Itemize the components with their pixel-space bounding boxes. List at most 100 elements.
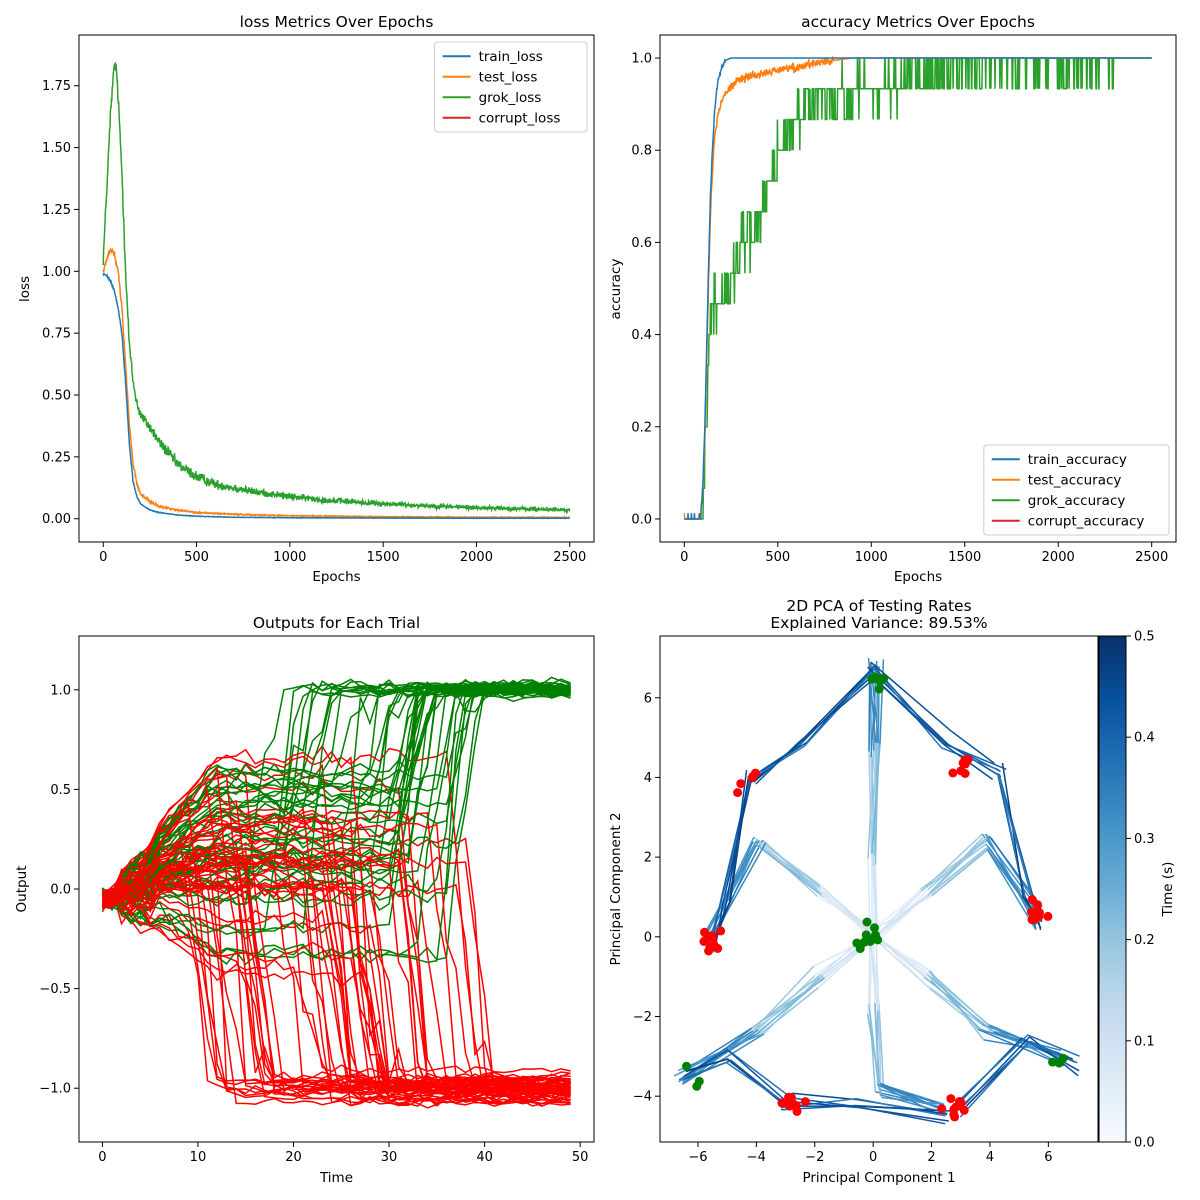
- outputs-x-tick-label: 20: [285, 1150, 302, 1165]
- pca-marker: [958, 758, 968, 768]
- loss-legend-entry: grok_loss: [479, 90, 542, 106]
- pca-trajectory-arc: [678, 1061, 786, 1104]
- pca-trajectory-segment: [867, 858, 871, 931]
- colorbar: [1098, 635, 1127, 1143]
- loss-legend-entry: test_loss: [479, 69, 538, 85]
- pca-marker: [950, 1112, 960, 1122]
- trial-line-red: [102, 879, 571, 1090]
- pca-trajectory-segment: [879, 659, 885, 745]
- pca-trajectory-segment: [871, 744, 881, 854]
- pca-chart-title: 2D PCA of Testing Rates: [786, 597, 971, 615]
- pca-marker: [959, 1105, 969, 1115]
- pca-marker: [692, 1081, 702, 1091]
- pca-x-tick-label: 0: [869, 1150, 877, 1165]
- pca-trajectory-segment: [878, 1004, 885, 1087]
- loss-y-tick-label: 0.75: [42, 327, 71, 342]
- pca-trajectory-arc: [755, 677, 875, 785]
- trial-line-red: [102, 803, 571, 1101]
- pca-trajectory-segment: [820, 893, 871, 936]
- accuracy-x-tick-label: 2500: [1135, 550, 1168, 565]
- accuracy-y-tick-label: 0.8: [631, 144, 652, 159]
- trial-line-red: [102, 850, 571, 1087]
- loss-y-tick-label: 1.75: [42, 79, 71, 94]
- pca-trajectory-segment: [878, 1012, 882, 1086]
- loss-chart-panel: loss Metrics Over Epochs 0 500 1000 1500 200…: [17, 13, 595, 585]
- loss-x-tick-label: 2500: [553, 550, 586, 565]
- pca-trajectory-segment: [923, 976, 995, 1033]
- pca-chart-panel: 2D PCA of Testing Rates Explained Varian…: [608, 597, 1176, 1186]
- colorbar-tick-label: 0.0: [1134, 1136, 1155, 1151]
- pca-trajectory-arc: [683, 1059, 783, 1103]
- pca-y-tick-label: −2: [633, 1010, 652, 1025]
- pca-marker: [1031, 913, 1041, 923]
- pca-trajectory-arc: [713, 776, 750, 939]
- pca-y-tick-label: 2: [644, 851, 652, 866]
- loss-chart-title: loss Metrics Over Epochs: [240, 13, 434, 31]
- pca-trajectory-segment: [825, 891, 872, 935]
- pca-trajectory-arc: [956, 1034, 1080, 1103]
- outputs-x-tick-label: 30: [381, 1150, 398, 1165]
- pca-y-tick-label: 0: [644, 930, 652, 945]
- accuracy-y-tick-label: 0.4: [631, 328, 652, 343]
- outputs-x-axis-label: Time: [319, 1170, 353, 1186]
- trial-line-red: [101, 895, 571, 1105]
- pca-trajectory-arc: [871, 665, 1000, 771]
- accuracy-y-tick-label: 0.6: [631, 236, 652, 251]
- accuracy-legend-entry: test_accuracy: [1028, 472, 1122, 488]
- outputs-x-tick-label: 50: [572, 1150, 589, 1165]
- pca-marker: [716, 926, 726, 936]
- outputs-y-tick-label: −0.5: [39, 982, 71, 997]
- colorbar-tick-label: 0.4: [1134, 731, 1155, 746]
- outputs-x-tick-label: 10: [190, 1150, 207, 1165]
- pca-marker: [1027, 895, 1037, 905]
- trial-line-red: [102, 858, 571, 1099]
- pca-marker: [1058, 1053, 1068, 1063]
- accuracy-legend-entry: corrupt_accuracy: [1028, 513, 1145, 529]
- accuracy-chart-title: accuracy Metrics Over Epochs: [801, 13, 1035, 31]
- loss-x-tick-label: 2000: [460, 550, 493, 565]
- pca-trajectory-segment: [758, 987, 819, 1036]
- loss-y-tick-label: 0.50: [42, 389, 71, 404]
- accuracy-legend-entry: grok_accuracy: [1028, 493, 1126, 509]
- loss-legend-box: [434, 41, 588, 133]
- pca-marker: [786, 1093, 796, 1103]
- trial-line-green: [101, 682, 571, 935]
- pca-trajectory-segment: [883, 1086, 942, 1111]
- pca-trajectory-segment: [878, 1088, 941, 1108]
- outputs-chart-panel: Outputs for Each Trial 0 10 20 30 40 50 −1.0 −0…: [14, 614, 595, 1186]
- pca-marker: [709, 940, 719, 949]
- pca-trajectory-segment: [870, 894, 933, 932]
- pca-marker: [733, 788, 743, 798]
- pca-marker: [682, 1061, 691, 1071]
- pca-trajectory-arc: [870, 661, 995, 765]
- loss-y-axis-label: loss: [17, 276, 33, 302]
- loss-y-tick-label: 1.00: [42, 265, 71, 280]
- loss-chart-frame: [78, 34, 595, 543]
- pca-y-tick-label: −4: [633, 1090, 652, 1105]
- pca-trajectory-segment: [926, 846, 990, 897]
- loss-x-tick-label: 0: [99, 550, 107, 565]
- outputs-y-tick-label: 0.0: [50, 883, 71, 898]
- pca-trajectory-arc: [753, 667, 877, 778]
- pca-marker: [736, 779, 746, 789]
- accuracy-legend-box: [983, 444, 1170, 536]
- pca-y-tick-label: 4: [644, 771, 652, 786]
- outputs-chart-title: Outputs for Each Trial: [253, 614, 420, 632]
- pca-marker: [777, 1098, 787, 1108]
- pca-marker: [747, 773, 757, 783]
- pca-marker: [792, 1107, 802, 1116]
- pca-trajectory-segment: [765, 842, 822, 895]
- loss-y-tick-label: 1.25: [42, 203, 71, 218]
- pca-x-tick-label: −6: [688, 1150, 707, 1165]
- trial-line-green: [101, 681, 571, 906]
- accuracy-x-tick-label: 1000: [855, 550, 888, 565]
- trial-line-red: [101, 889, 571, 1107]
- pca-marker: [1043, 911, 1053, 921]
- pca-trajectory-segment: [757, 974, 816, 1031]
- pca-marker: [700, 927, 709, 937]
- pca-trajectory-arc: [873, 677, 994, 781]
- pca-trajectory-segment: [755, 976, 825, 1035]
- pca-trajectory-segment: [752, 841, 825, 898]
- trial-line-green: [102, 678, 571, 940]
